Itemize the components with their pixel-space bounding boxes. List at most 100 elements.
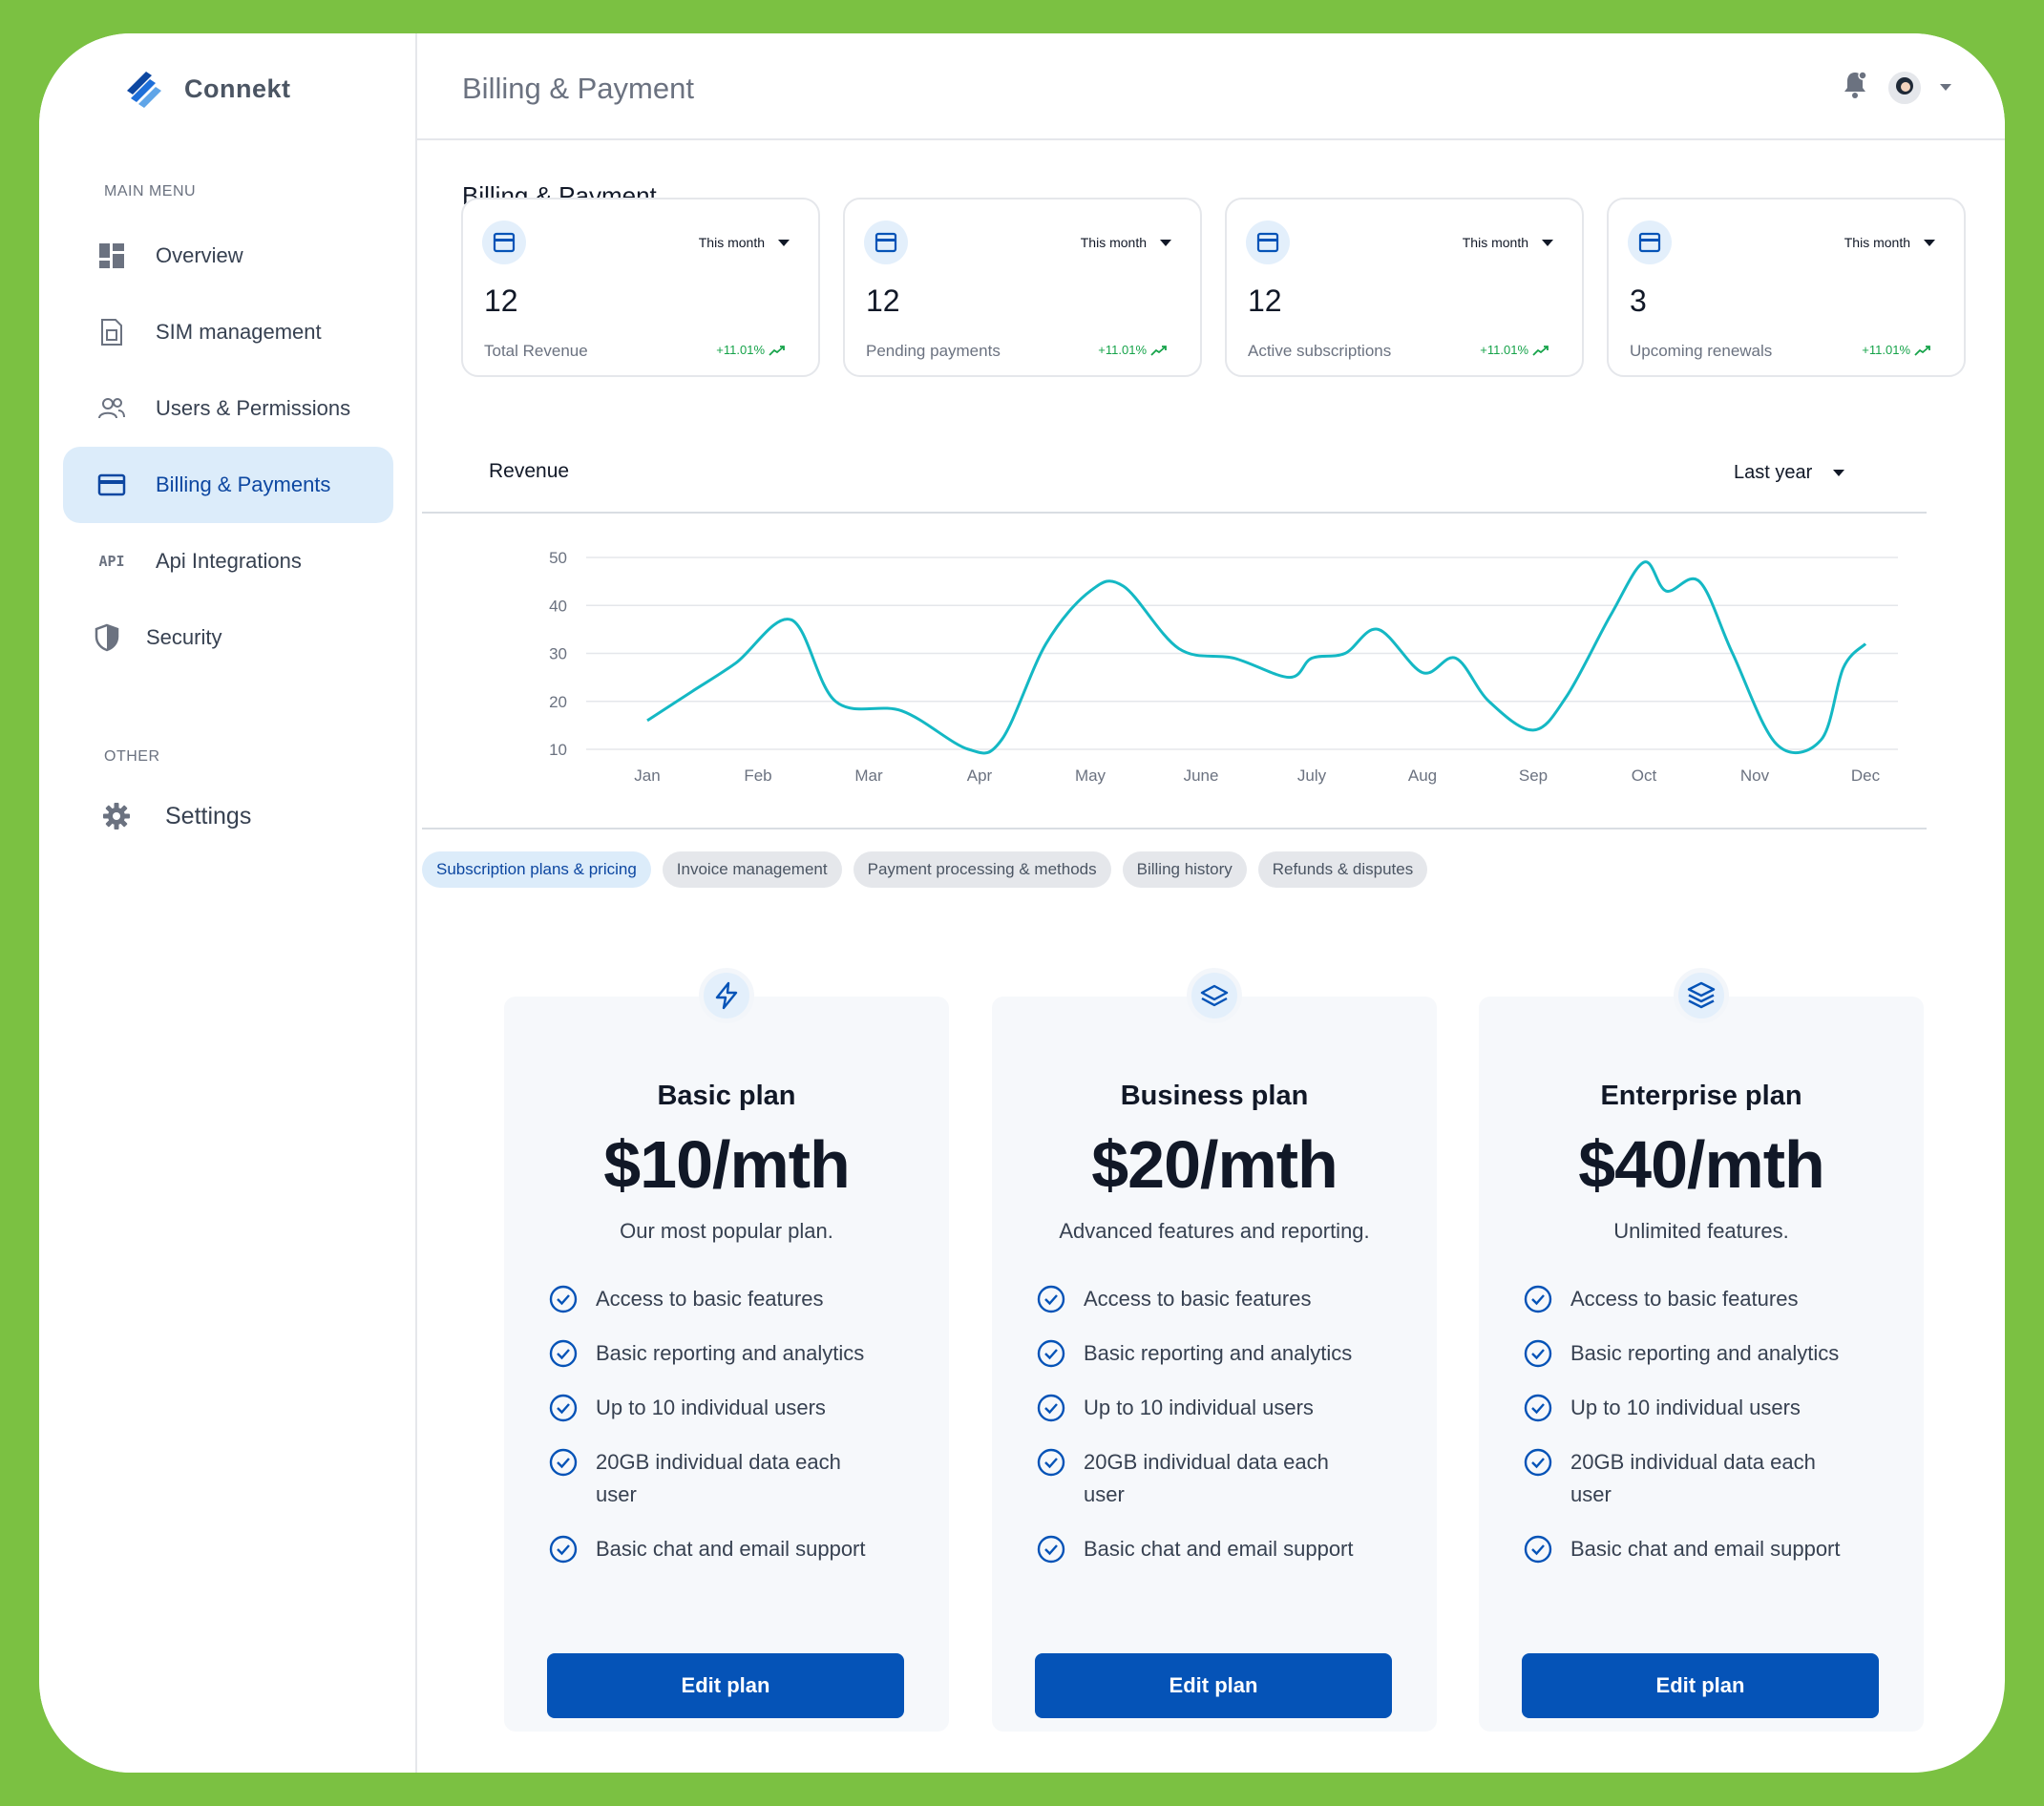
feature-text: Up to 10 individual users [1570,1396,1801,1419]
check-circle-icon [549,1285,578,1313]
check-circle-icon [1524,1535,1552,1564]
period-dropdown[interactable]: This month [699,235,790,250]
tab-invoice-management[interactable]: Invoice management [662,851,842,888]
feature-item: 20GB individual data each user [548,1446,930,1511]
credit-card-icon [482,220,526,264]
divider [422,512,1927,514]
feature-text: Up to 10 individual users [1084,1396,1314,1419]
check-circle-icon [1524,1285,1552,1313]
trend-up-icon [1914,345,1930,356]
feature-text: 20GB individual data each user [596,1450,841,1506]
feature-text: Access to basic features [596,1287,824,1311]
sidebar-item-label: Security [146,625,222,649]
check-circle-icon [1037,1394,1065,1422]
feature-item: Access to basic features [1523,1283,1905,1315]
plan-price: $20/mth [1091,1127,1338,1202]
feature-item: Up to 10 individual users [1523,1392,1905,1424]
feature-text: Access to basic features [1570,1287,1799,1311]
check-circle-icon [1524,1448,1552,1477]
avatar[interactable] [1888,71,1921,104]
users-icon [96,393,127,424]
chevron-down-icon [1833,470,1845,476]
chart-period-dropdown[interactable]: Last year [1734,462,1845,484]
period-dropdown[interactable]: This month [1844,235,1935,250]
feature-text: Up to 10 individual users [596,1396,826,1419]
stat-change: +11.01% [716,343,786,357]
chevron-down-icon [1160,239,1171,246]
sim-card-icon [96,317,127,347]
logo-icon [127,72,161,108]
check-circle-icon [1037,1448,1065,1477]
layers-icon [1187,968,1242,1023]
stat-card-active-subscriptions: This month 12 Active subscriptions +11.0… [1225,198,1584,377]
tab-payment-processing[interactable]: Payment processing & methods [853,851,1111,888]
stat-change: +11.01% [1480,343,1549,357]
sidebar-item-settings[interactable]: Settings [63,778,393,854]
change-value: +11.01% [1480,343,1528,357]
period-label: This month [1080,235,1147,250]
notification-bell-icon[interactable] [1841,70,1869,105]
feature-text: Basic chat and email support [596,1537,866,1561]
sidebar-item-api-integrations[interactable]: API Api Integrations [63,523,393,599]
feature-item: Basic reporting and analytics [548,1337,930,1370]
feature-list: Access to basic features Basic reporting… [1523,1283,1905,1587]
dashboard-icon [96,241,127,271]
feature-text: Basic chat and email support [1570,1537,1841,1561]
sidebar-item-label: Api Integrations [156,549,302,573]
stat-label: Active subscriptions [1248,342,1392,360]
plan-price: $40/mth [1578,1127,1825,1202]
tab-refunds-disputes[interactable]: Refunds & disputes [1257,851,1428,888]
sidebar-item-overview[interactable]: Overview [63,218,393,294]
period-label: This month [1462,235,1528,250]
chart-period-label: Last year [1734,462,1813,483]
check-circle-icon [1524,1339,1552,1368]
period-dropdown[interactable]: This month [1081,235,1171,250]
feature-text: Basic chat and email support [1084,1537,1354,1561]
sidebar-item-billing-payments[interactable]: Billing & Payments [63,447,393,523]
sidebar-item-users-permissions[interactable]: Users & Permissions [63,370,393,447]
chevron-down-icon [778,239,790,246]
check-circle-icon [1037,1535,1065,1564]
edit-plan-button[interactable]: Edit plan [547,1653,904,1718]
sidebar-item-security[interactable]: Security [63,599,393,676]
plan-card-business: Business plan $20/mth Advanced features … [992,968,1437,1732]
tab-billing-history[interactable]: Billing history [1122,851,1247,888]
period-dropdown[interactable]: This month [1463,235,1553,250]
feature-item: Access to basic features [548,1283,930,1315]
period-label: This month [698,235,765,250]
stat-label: Total Revenue [484,342,588,360]
chevron-down-icon[interactable] [1940,84,1951,91]
logo[interactable]: Connekt [117,62,291,116]
feature-item: Basic chat and email support [548,1533,930,1565]
feature-text: Basic reporting and analytics [1084,1341,1353,1365]
tab-subscription-plans[interactable]: Subscription plans & pricing [422,851,651,888]
feature-item: Basic chat and email support [1036,1533,1418,1565]
layers-stack-icon [1674,968,1729,1023]
feature-text: Access to basic features [1084,1287,1312,1311]
top-header: Billing & Payment [417,33,2005,140]
feature-list: Access to basic features Basic reporting… [548,1283,930,1587]
edit-plan-button[interactable]: Edit plan [1522,1653,1879,1718]
sidebar-item-label: Overview [156,243,243,267]
stat-value: 3 [1630,284,1647,318]
credit-card-icon [96,470,127,500]
feature-item: Basic chat and email support [1523,1533,1905,1565]
logo-text: Connekt [184,74,291,103]
chevron-down-icon [1924,239,1935,246]
feature-item: Access to basic features [1036,1283,1418,1315]
edit-plan-button[interactable]: Edit plan [1035,1653,1392,1718]
check-circle-icon [549,1339,578,1368]
divider [422,828,1927,830]
check-circle-icon [1524,1394,1552,1422]
plan-name: Enterprise plan [1600,1081,1802,1111]
stat-change: +11.01% [1862,343,1931,357]
check-circle-icon [549,1535,578,1564]
plan-description: Unlimited features. [1613,1219,1789,1243]
plan-description: Our most popular plan. [620,1219,833,1243]
sidebar-item-sim-management[interactable]: SIM management [63,294,393,370]
plan-description: Advanced features and reporting. [1059,1219,1370,1243]
trend-up-icon [1532,345,1549,356]
plan-price: $10/mth [603,1127,851,1202]
stat-value: 12 [484,284,518,318]
feature-item: Basic reporting and analytics [1036,1337,1418,1370]
